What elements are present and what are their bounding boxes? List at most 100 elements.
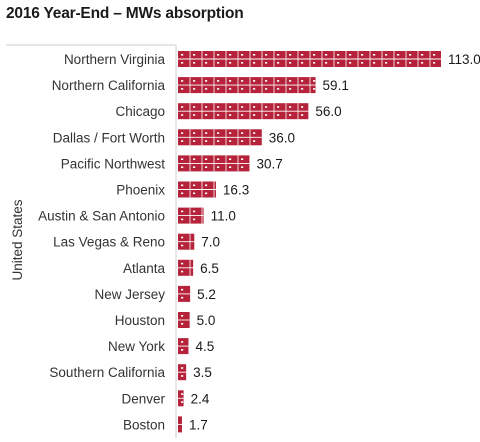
bar-rack-led — [205, 166, 208, 168]
bar-rack-led — [229, 140, 232, 142]
bar — [178, 259, 194, 276]
bar-rack-led — [181, 244, 184, 247]
bar-rack-led — [181, 132, 184, 134]
bar-rack-led — [277, 54, 280, 56]
bar — [178, 51, 441, 67]
bar-rack-led — [277, 106, 280, 108]
bar-rack-led — [325, 62, 328, 64]
bar-rack-led — [181, 166, 184, 168]
bar-rack-led — [205, 80, 208, 82]
bar-rack-led — [289, 80, 292, 82]
bar-rack-led — [301, 114, 304, 116]
bar-rack-led — [205, 158, 208, 160]
bar-rack-led — [181, 270, 184, 273]
bar-rack-led — [421, 54, 424, 56]
bar-rack-led — [337, 54, 340, 56]
bar-rack-led — [409, 62, 412, 64]
bar-rack-led — [361, 54, 364, 56]
bar-rack-led — [205, 184, 208, 187]
bar-rack-led — [241, 158, 244, 160]
bar — [178, 285, 191, 302]
bar-rack-led — [217, 88, 220, 90]
bar-rack-led — [217, 132, 220, 134]
bar-rack-led — [289, 54, 292, 56]
bar-rack-led — [181, 375, 184, 377]
bar-rack-led — [241, 106, 244, 108]
bar-rack-led — [265, 88, 268, 90]
bar-rack-led — [409, 54, 412, 56]
category-label: Southern California — [49, 365, 165, 380]
bar-rack-led — [253, 88, 256, 90]
bar-rack-led — [193, 184, 196, 187]
bar-rack-led — [229, 54, 232, 56]
bar-rack-led — [181, 106, 184, 108]
bar-rack-led — [265, 114, 268, 116]
bar-rack-led — [193, 192, 196, 195]
bar-rack-led — [193, 54, 196, 56]
value-label: 36.0 — [269, 130, 295, 145]
value-label: 11.0 — [211, 209, 236, 224]
bar-rack-led — [181, 323, 184, 325]
category-label: Phoenix — [116, 183, 165, 198]
value-label: 59.1 — [323, 78, 349, 93]
bar-rack-led — [241, 166, 244, 168]
bar — [178, 390, 184, 407]
bar-rack-led — [241, 62, 244, 64]
bar-rack-led — [337, 62, 340, 64]
bar-rack-led — [265, 54, 268, 56]
bar-rack-led — [229, 158, 232, 160]
bar-rack-led — [313, 88, 316, 90]
value-label: 1.7 — [189, 417, 208, 432]
bar — [178, 364, 187, 381]
category-label: New Jersey — [94, 287, 165, 302]
bar-rack-led — [217, 80, 220, 82]
bar-rack-led — [349, 54, 352, 56]
bar-rack-led — [265, 62, 268, 64]
bar-rack-led — [253, 140, 256, 142]
bar-rack-led — [229, 62, 232, 64]
bar-rack-led — [397, 54, 400, 56]
bar-rack-led — [301, 80, 304, 82]
bar-rack-led — [181, 288, 184, 291]
bar-rack-led — [265, 106, 268, 108]
bar-rack-led — [277, 62, 280, 64]
bar — [178, 103, 309, 120]
bar — [178, 233, 195, 250]
bar — [178, 129, 262, 146]
bar-rack-led — [217, 54, 220, 56]
category-label: Dallas / Fort Worth — [53, 130, 165, 145]
bar-rack-led — [229, 106, 232, 108]
value-label: 2.4 — [191, 391, 210, 406]
bar-rack-led — [277, 88, 280, 90]
bar-rack-led — [229, 166, 232, 168]
y-axis-title: United States — [10, 199, 25, 280]
bar-rack-led — [289, 62, 292, 64]
value-label: 56.0 — [315, 104, 341, 119]
bar-rack-led — [181, 192, 184, 195]
bar-rack-led — [193, 62, 196, 64]
bar-rack-led — [217, 106, 220, 108]
bar-rack-led — [313, 62, 316, 64]
bar-rack-led — [241, 140, 244, 142]
bar-rack-led — [205, 192, 208, 195]
bar-rack-led — [181, 158, 184, 160]
bar-rack-led — [217, 114, 220, 116]
bar-rack-led — [289, 106, 292, 108]
bar-rack-led — [217, 158, 220, 160]
bar-rack-led — [301, 88, 304, 90]
bar-rack-led — [253, 132, 256, 134]
bar-rack-led — [181, 401, 184, 403]
bar-rack-led — [193, 158, 196, 160]
bar-rack-led — [253, 114, 256, 116]
bar-rack-led — [217, 166, 220, 168]
bar-rack-led — [217, 62, 220, 64]
bar-rack-led — [205, 106, 208, 108]
bar-rack-led — [277, 80, 280, 82]
bar-rack-led — [241, 132, 244, 134]
bar-rack-led — [193, 132, 196, 134]
bar-rack-led — [265, 80, 268, 82]
bar-rack-led — [253, 106, 256, 108]
bar-rack-led — [193, 166, 196, 168]
bar-rack-led — [181, 114, 184, 116]
value-label: 3.5 — [193, 365, 212, 380]
